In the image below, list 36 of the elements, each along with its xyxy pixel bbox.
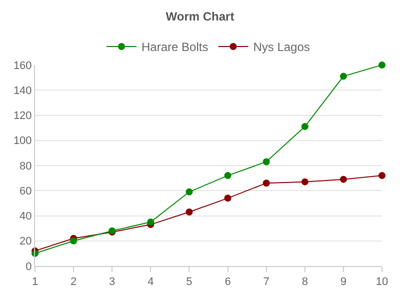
point — [224, 172, 232, 180]
x-tick-label: 1 — [32, 276, 38, 288]
point — [378, 172, 386, 180]
y-tick-label: 20 — [20, 236, 32, 248]
x-tick-label: 9 — [340, 276, 347, 288]
x-tick-label: 7 — [263, 276, 270, 288]
x-tick-label: 8 — [302, 276, 308, 288]
point — [301, 123, 308, 130]
y-tick-label: 140 — [13, 84, 32, 97]
point — [262, 180, 270, 187]
x-tick-label: 5 — [186, 276, 192, 288]
x-tick-label: 3 — [109, 276, 116, 288]
point — [301, 178, 308, 186]
point — [224, 194, 232, 202]
x-tick-label: 10 — [376, 276, 388, 288]
x-tick-label: 2 — [70, 276, 77, 288]
point — [186, 208, 193, 216]
point — [186, 188, 193, 196]
y-tick-label: 120 — [13, 110, 32, 122]
point — [340, 72, 347, 80]
legend-label: Harare Bolts — [142, 40, 208, 54]
y-tick-label: 80 — [20, 160, 32, 172]
point — [70, 237, 78, 244]
point — [147, 218, 154, 226]
y-tick-label: 160 — [13, 60, 32, 72]
y-tick-label: 40 — [20, 210, 32, 223]
legend-label: Nys Lagos — [253, 40, 310, 54]
x-tick-label: 4 — [148, 276, 154, 288]
point — [378, 62, 386, 68]
y-tick-label: 100 — [13, 135, 32, 148]
y-tick-label: 60 — [20, 185, 32, 198]
y-tick-label: 0 — [26, 260, 32, 273]
x-tick-label: 6 — [224, 276, 231, 288]
point — [262, 158, 270, 166]
chart-title: Worm Chart — [166, 9, 234, 24]
point — [340, 176, 347, 183]
